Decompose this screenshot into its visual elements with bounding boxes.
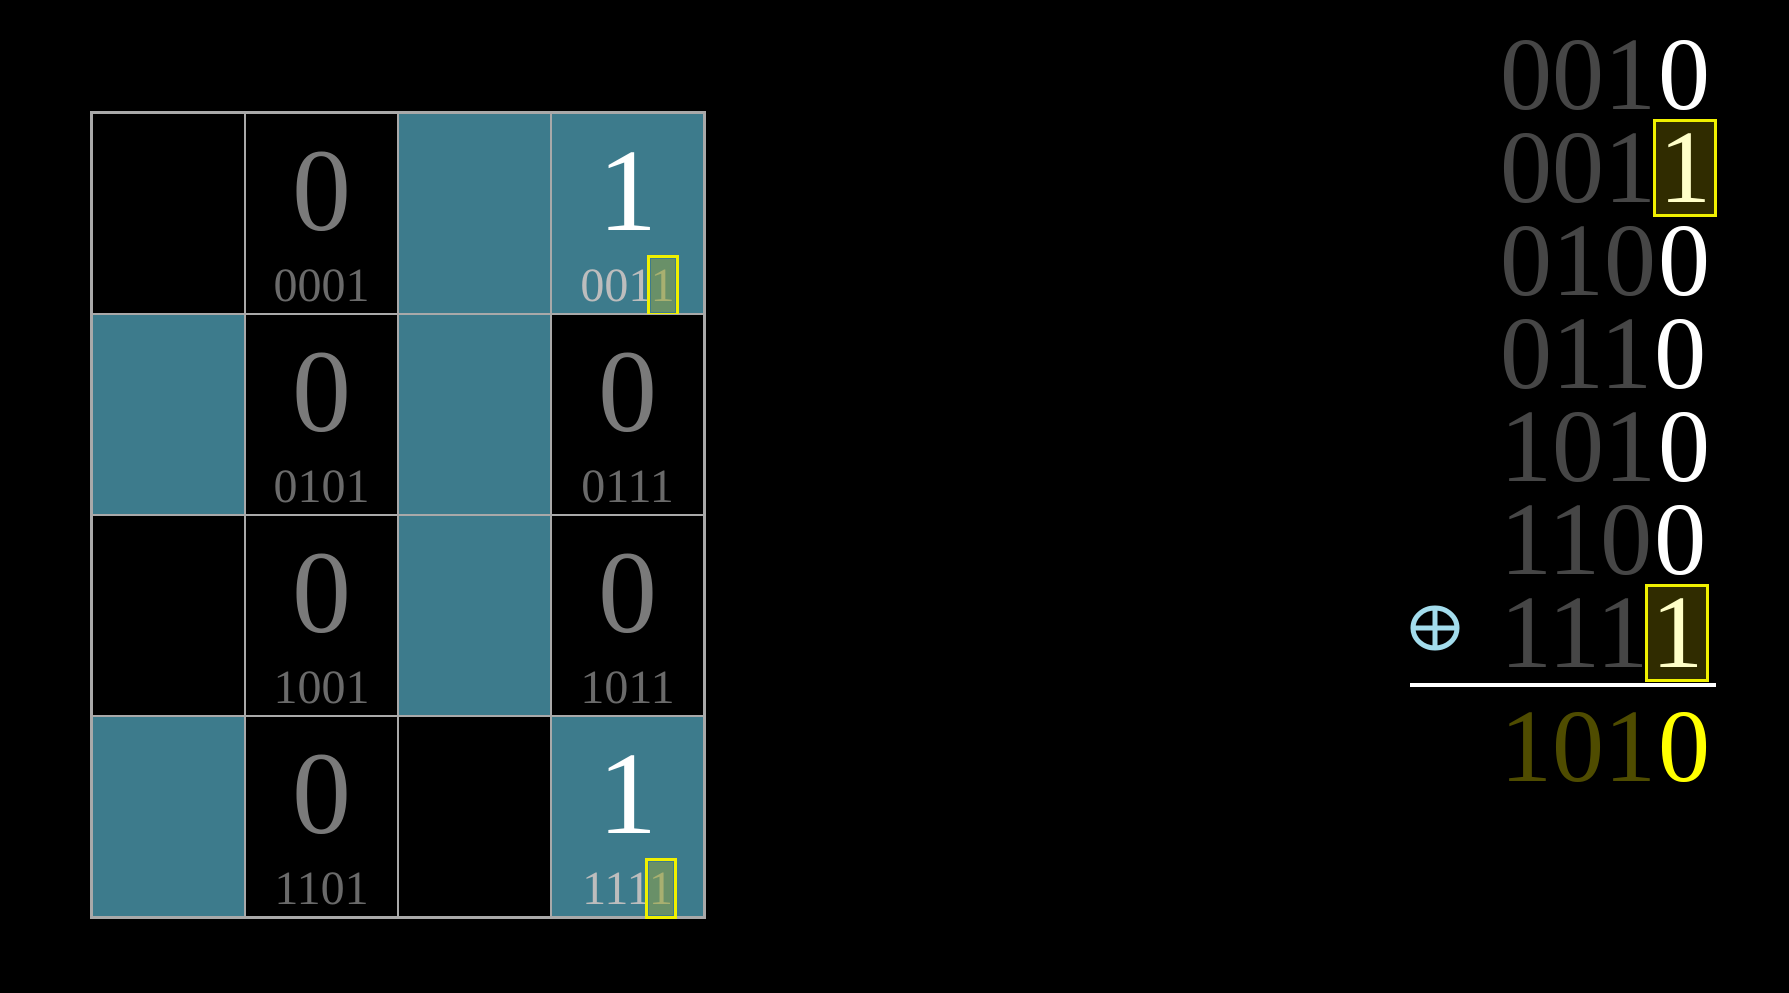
xor-row: 1010: [1500, 389, 1714, 504]
row-prefix: 001: [1500, 17, 1656, 132]
highlighted-last-bit: 1: [1653, 116, 1717, 220]
cell-bit: 0: [292, 125, 351, 256]
cell-bit: 1: [598, 728, 657, 859]
cell-position-label: 0111: [581, 460, 674, 513]
cell-position-label: 0011: [552, 255, 703, 316]
xor-stack: 0010 0011 0100 0110 1010 1100 1111: [1500, 17, 1717, 685]
row-prefix: 011: [1500, 296, 1653, 411]
parity-grid: 0 0001 1 0011 0 0101 0 0111 0 1001 0 1011 0 1101 1 1111: [90, 111, 706, 919]
grid-cell: 0 1101: [245, 716, 398, 917]
grid-cell: [398, 716, 551, 917]
grid-cell: [398, 515, 551, 716]
grid-cell: 0 0111: [551, 314, 704, 515]
xor-row: 0010: [1500, 17, 1714, 132]
xor-result: 1010: [1500, 689, 1712, 804]
row-prefix: 111: [1500, 575, 1649, 690]
grid-cell: 0 1001: [245, 515, 398, 716]
grid-cell: [398, 113, 551, 314]
cell-bit: 1: [598, 125, 657, 256]
cell-bit: 0: [598, 326, 657, 457]
grid-cell: 1 0011: [551, 113, 704, 316]
row-prefix: 101: [1500, 389, 1656, 504]
highlighted-last-bit: 1: [644, 858, 677, 919]
sum-line: [1410, 683, 1716, 687]
row-last-bit: 0: [1654, 482, 1707, 597]
xor-circle-plus-icon: [1410, 605, 1460, 651]
row-prefix: 001: [1500, 110, 1656, 225]
grid-cell: 1 1111: [551, 716, 704, 919]
row-last-bit: 0: [1654, 296, 1707, 411]
cell-position-label: 0001: [273, 259, 370, 312]
highlighted-last-bit: 1: [646, 255, 679, 316]
grid-cell: 0 0101: [245, 314, 398, 515]
grid-cell: [92, 113, 245, 314]
xor-row: 0110: [1500, 296, 1714, 411]
cell-position-label: 1001: [273, 661, 370, 714]
row-prefix: 110: [1500, 482, 1653, 597]
cell-position-label: 1011: [580, 661, 675, 714]
row-last-bit: 0: [1658, 203, 1710, 318]
label-prefix: 111: [582, 862, 649, 915]
xor-row: 0011: [1500, 116, 1717, 220]
xor-row: 1111: [1500, 581, 1714, 685]
cell-position-label: 1101: [274, 862, 369, 915]
highlighted-last-bit: 1: [1645, 581, 1710, 685]
cell-position-label: 0101: [273, 460, 370, 513]
grid-cell: 0 1011: [551, 515, 704, 716]
cell-bit: 0: [292, 728, 351, 859]
cell-bit: 0: [292, 527, 351, 658]
row-last-bit: 0: [1658, 17, 1710, 132]
xor-row: 1100: [1500, 482, 1714, 597]
row-prefix: 010: [1500, 203, 1656, 318]
result-last-bit: 0: [1658, 689, 1710, 804]
grid-cell: [92, 515, 245, 716]
xor-row: 0100: [1500, 203, 1714, 318]
cell-bit: 0: [292, 326, 351, 457]
row-last-bit: 0: [1658, 389, 1710, 504]
cell-bit: 0: [598, 527, 657, 658]
grid-cell: [92, 314, 245, 515]
label-prefix: 001: [580, 259, 651, 312]
grid-cell: [398, 314, 551, 515]
grid-cell: [92, 716, 245, 917]
result-prefix: 101: [1500, 689, 1656, 804]
grid-cell: 0 0001: [245, 113, 398, 314]
cell-position-label: 1111: [552, 858, 703, 919]
